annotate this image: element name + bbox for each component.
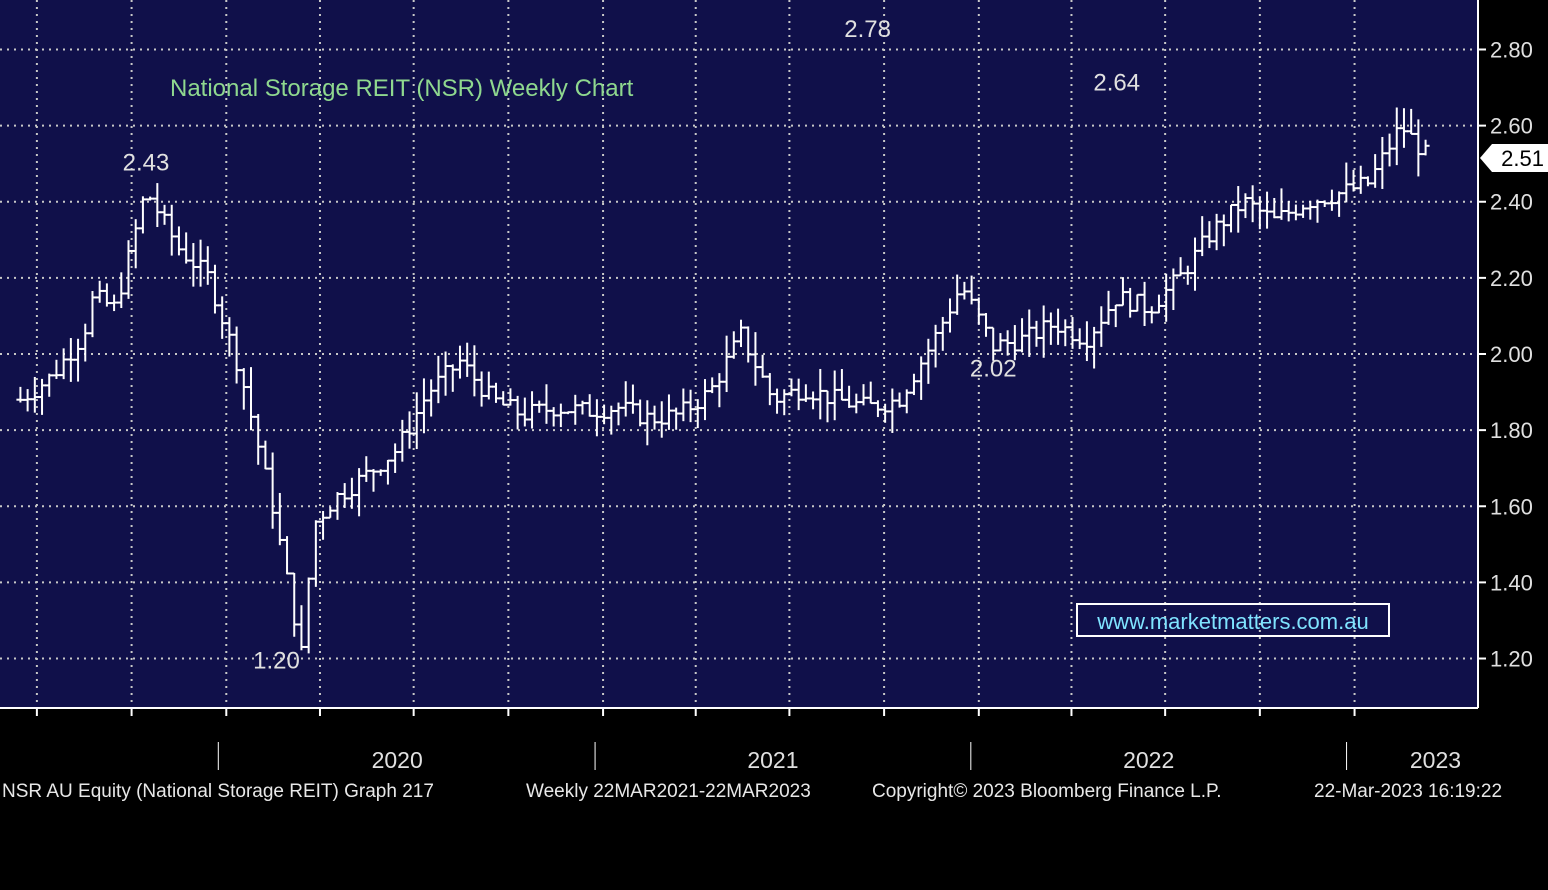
price-bars (16, 107, 1430, 654)
plot-background (0, 0, 1478, 708)
x-tick-label: 2020 (372, 747, 423, 773)
price-annotations: 2.43 1.20 2.78 2.02 2.64 (123, 16, 1140, 674)
last-price-marker (1480, 144, 1548, 172)
y-tick-label: 2.60 (1490, 114, 1533, 139)
last-price-tag: 2.51 (1480, 144, 1548, 172)
y-tick-label: 1.20 (1490, 647, 1533, 672)
x-axis: 2020 2021 2022 2023 (0, 707, 1478, 773)
y-axis: 1.20 1.40 1.60 1.80 2.00 2.20 2.40 2.60 2.80 (1477, 0, 1533, 708)
annotation-label: 2.78 (844, 16, 891, 43)
footer-range: Weekly 22MAR2021-22MAR2023 (526, 781, 811, 802)
watermark-text: www.marketmatters.com.au (1096, 609, 1368, 634)
watermark-box (1076, 603, 1390, 637)
y-tick-label: 2.40 (1490, 190, 1533, 215)
y-tick-label: 1.60 (1490, 494, 1533, 519)
x-tick-label: 2023 (1410, 747, 1461, 773)
annotation-label: 2.43 (123, 149, 170, 176)
y-tick-label: 2.80 (1490, 37, 1533, 62)
axis-panel-bottom (0, 708, 1478, 780)
chart-footer: NSR AU Equity (National Storage REIT) Gr… (0, 780, 1548, 806)
chart-title: National Storage REIT (NSR) Weekly Chart (170, 75, 634, 102)
axis-panel-right (1478, 0, 1548, 780)
x-tick-label: 2021 (747, 747, 798, 773)
ohlc-bar (1421, 139, 1430, 156)
footer-security: NSR AU Equity (National Storage REIT) Gr… (2, 781, 434, 802)
footer-timestamp: 22-Mar-2023 16:19:22 (1314, 781, 1503, 802)
annotation-label: 2.02 (970, 355, 1017, 382)
annotation-label: 2.64 (1093, 69, 1140, 96)
footer-copyright: Copyright© 2023 Bloomberg Finance L.P. (872, 781, 1222, 802)
y-tick-label: 2.00 (1490, 342, 1533, 367)
annotation-label: 1.20 (253, 648, 300, 675)
y-tick-label: 2.20 (1490, 266, 1533, 291)
grid-lines (0, 0, 1478, 708)
y-tick-label: 1.40 (1490, 570, 1533, 595)
y-tick-label: 1.80 (1490, 418, 1533, 443)
price-chart: 1.20 1.40 1.60 1.80 2.00 2.20 2.40 2.60 2.80 202… (0, 0, 1548, 780)
x-tick-label: 2022 (1123, 747, 1174, 773)
last-price-label: 2.51 (1501, 146, 1544, 171)
